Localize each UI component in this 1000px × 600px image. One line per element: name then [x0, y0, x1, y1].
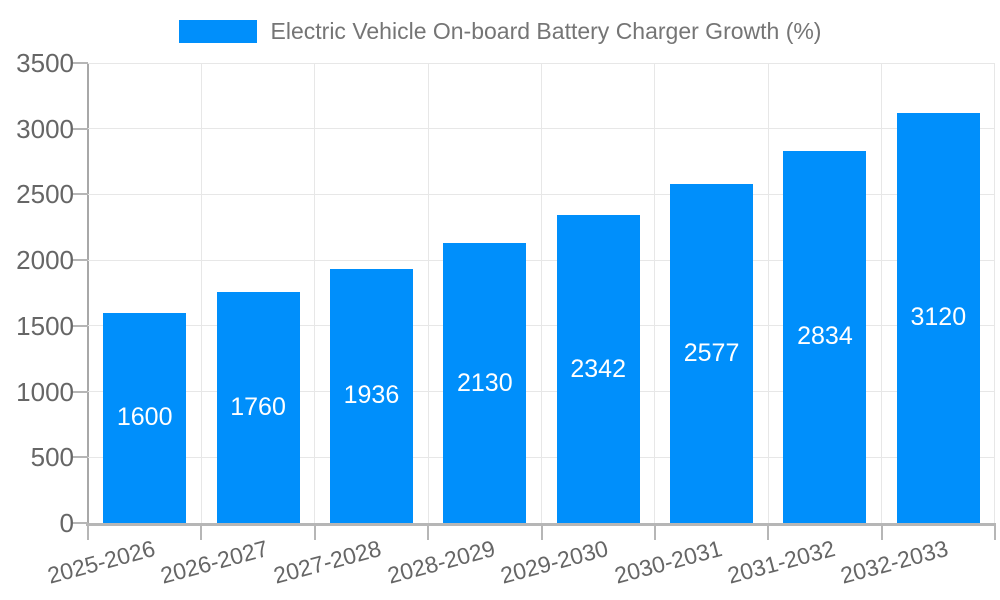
y-axis-tick-mark: [72, 456, 88, 459]
bar-value-label: 1600: [116, 403, 173, 432]
y-axis-tick-label: 3000: [16, 113, 74, 144]
x-gridline: [881, 63, 883, 523]
y-axis-tick-mark: [72, 62, 88, 64]
y-axis-tick-label: 1500: [16, 310, 74, 341]
bar-value-label: 3120: [910, 303, 967, 332]
y-axis-tick-label: 3500: [16, 48, 74, 78]
y-axis-tick-label: 0: [59, 508, 74, 538]
x-gridline: [654, 63, 656, 523]
y-axis-tick-mark: [72, 390, 88, 393]
bar: 2834: [783, 150, 867, 523]
y-axis-tick-mark: [72, 259, 88, 262]
legend-item[interactable]: Electric Vehicle On-board Battery Charge…: [178, 18, 822, 44]
x-axis-tick-mark: [540, 526, 543, 540]
x-axis-tick-mark: [994, 526, 996, 540]
x-gridline: [767, 63, 769, 523]
y-axis-line: [87, 63, 89, 523]
bar-value-label: 2834: [797, 322, 853, 351]
x-gridline: [993, 63, 995, 523]
y-axis-tick-mark: [72, 193, 88, 196]
bar: 1936: [329, 268, 413, 523]
legend-swatch-icon: [178, 19, 257, 43]
y-axis-tick-mark: [72, 324, 88, 327]
legend-label: Electric Vehicle On-board Battery Charge…: [270, 18, 822, 44]
y-axis-tick-mark: [72, 127, 88, 130]
x-axis-tick-mark: [87, 526, 89, 540]
bar: 2342: [556, 215, 640, 523]
x-gridline: [541, 63, 542, 523]
plot-area: 1600 1760 1936 2130 2342 2577 2834 3120: [88, 62, 995, 523]
x-axis-tick-mark: [313, 526, 316, 540]
x-gridline: [200, 63, 202, 523]
x-axis-tick-mark: [880, 526, 883, 540]
bar-value-label: 2342: [570, 354, 626, 383]
x-gridline: [314, 63, 316, 523]
y-axis-tick-label: 500: [30, 442, 74, 473]
bar-value-label: 2577: [683, 339, 740, 368]
bar: 3120: [896, 112, 980, 523]
bar: 1760: [216, 291, 300, 523]
y-axis-tick-label: 1000: [16, 376, 74, 407]
bar: 2577: [670, 184, 754, 523]
y-axis-tick-label: 2500: [16, 179, 74, 210]
bar: 2130: [443, 243, 527, 523]
x-axis-line: [86, 523, 996, 526]
bar-value-label: 1936: [343, 381, 400, 410]
x-axis-tick-mark: [767, 526, 770, 540]
x-axis-tick-mark: [653, 526, 656, 540]
bar: 1600: [103, 312, 187, 523]
y-axis-tick-label: 2000: [16, 245, 74, 276]
legend: Electric Vehicle On-board Battery Charge…: [0, 19, 1000, 43]
x-gridline: [427, 63, 429, 523]
y-axis-tick-mark: [72, 522, 88, 524]
x-axis-tick-mark: [427, 526, 430, 540]
bar-value-label: 1760: [230, 392, 286, 421]
bar-value-label: 2130: [457, 368, 513, 397]
x-axis-tick-mark: [200, 526, 203, 540]
